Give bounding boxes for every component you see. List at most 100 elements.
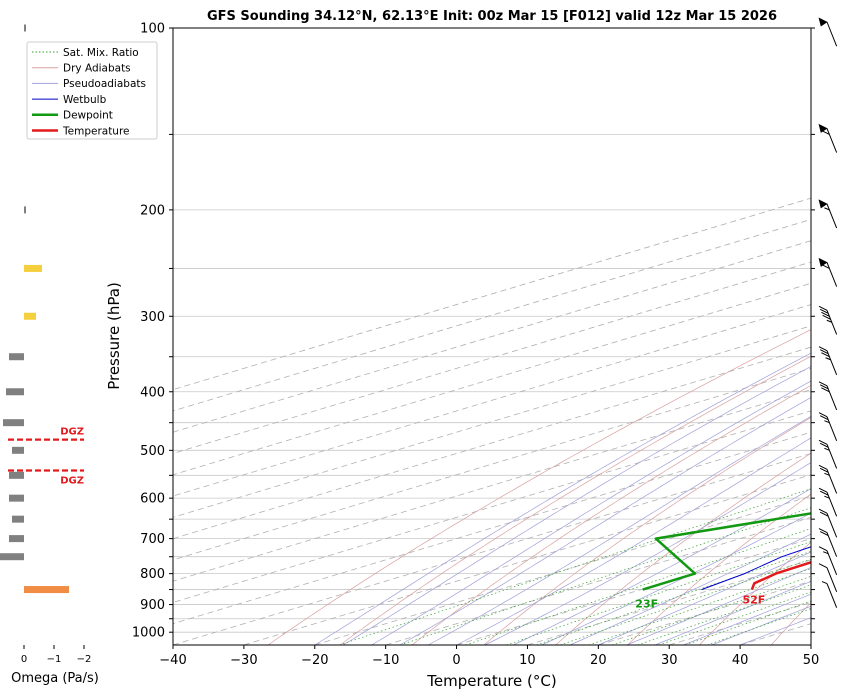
barb-staff (826, 310, 838, 335)
barb-staff (826, 567, 838, 592)
mixing-ratio-line (339, 488, 811, 645)
y-tick-label: 800 (140, 567, 165, 582)
barb-full (821, 129, 830, 135)
barb-full (819, 490, 829, 496)
dry-adiabat (699, 541, 811, 645)
y-tick-label: 100 (140, 22, 165, 37)
barb-full (821, 387, 830, 393)
isotherm-line (173, 304, 811, 497)
barb-full (819, 442, 829, 448)
wind-barb (818, 123, 838, 153)
wind-barb (818, 346, 838, 376)
barb-full (819, 384, 829, 390)
y-tick-label: 600 (140, 492, 165, 507)
barb-staff (826, 128, 838, 153)
legend-label: Dry Adiabats (63, 63, 131, 75)
isotherm-line (810, 644, 811, 645)
wind-barb (818, 381, 838, 411)
isotherm-line (456, 538, 811, 645)
barb-half (821, 581, 828, 585)
barb-full (818, 464, 828, 470)
barb-staff (826, 444, 838, 469)
isotherm-line (173, 197, 811, 391)
barb-staff (826, 491, 838, 517)
x-tick-label: −10 (372, 653, 399, 668)
legend-label: Temperature (62, 125, 130, 137)
isotherm-line (173, 431, 811, 625)
wind-barb (818, 17, 838, 47)
series-wetbulb (701, 546, 811, 591)
barb-half (824, 495, 830, 499)
barb-half (824, 472, 830, 476)
barb-full (818, 563, 828, 569)
pseudoadiabat (541, 512, 811, 645)
mixing-ratio-line (611, 575, 811, 645)
barb-full (819, 511, 829, 517)
wind-barb (818, 464, 838, 494)
omega-bar (24, 264, 42, 272)
dry-adiabat (267, 329, 811, 645)
pseudoadiabat (428, 415, 811, 645)
omega-bar (6, 388, 24, 396)
wind-barb (821, 581, 838, 608)
barb-half (824, 420, 830, 424)
chart-title: GFS Sounding 34.12°N, 62.13°E Init: 00z … (207, 9, 777, 24)
barb-full (818, 381, 828, 387)
dry-adiabat (555, 452, 811, 645)
y-tick-label: 500 (140, 444, 165, 459)
wind-barb (818, 412, 838, 442)
barb-staff (826, 262, 838, 287)
barb-full (818, 346, 828, 352)
y-tick-label: 1000 (132, 626, 165, 641)
x-axis-title: Temperature (°C) (426, 672, 556, 690)
y-tick-label: 900 (140, 598, 165, 613)
dgz-label: DGZ (60, 476, 84, 487)
barb-full (819, 415, 829, 421)
barb-full (821, 263, 830, 269)
pseudoadiabat (711, 605, 811, 645)
y-axis-title: Pressure (hPa) (105, 282, 123, 390)
barb-full (819, 467, 829, 473)
pseudoadiabat (371, 380, 811, 645)
wind-barb (818, 199, 838, 229)
wind-barb (818, 563, 838, 592)
barb-staff (826, 512, 838, 538)
omega-bar (24, 312, 36, 320)
barb-full (822, 314, 831, 320)
barb-half (824, 447, 830, 451)
barb-full (819, 531, 829, 537)
dry-adiabat (411, 384, 811, 645)
mixing-ratio-line (685, 600, 811, 645)
pseudoadiabat (569, 533, 811, 645)
barb-full (818, 528, 828, 534)
mixing-ratio-line (637, 584, 811, 645)
wind-barb (818, 528, 838, 557)
omega-bar (24, 24, 26, 32)
x-tick-label: 50 (803, 653, 820, 668)
isotherm-line (173, 325, 811, 518)
pseudoadiabat (456, 437, 811, 645)
barb-full (818, 546, 828, 552)
barb-full (821, 311, 830, 317)
dgz-label: DGZ (60, 427, 84, 438)
isotherm-line (173, 240, 811, 433)
barb-staff (826, 583, 838, 608)
x-tick-label: 10 (519, 653, 536, 668)
plot-frame (172, 27, 812, 646)
omega-axis-title: Omega (Pa/s) (11, 671, 99, 686)
barb-full (818, 305, 828, 311)
pseudoadiabat (484, 462, 811, 645)
mixing-ratio-line (506, 541, 811, 645)
pseudoadiabat (342, 366, 811, 645)
pseudoadiabat (399, 397, 811, 645)
x-tick-label: 0 (452, 653, 460, 668)
legend: Sat. Mix. Ratio Dry Adiabats Pseudoadiabat… (26, 41, 158, 140)
x-tick-label: −30 (230, 653, 257, 668)
y-tick-label: 700 (140, 532, 165, 547)
omega-panel: DGZ DGZ 0 −1 −2 Omega (Pa/s) (0, 24, 99, 686)
barb-full (818, 508, 828, 514)
barb-full (818, 412, 828, 418)
barb-staff (826, 550, 838, 576)
series-temperature (750, 561, 811, 591)
